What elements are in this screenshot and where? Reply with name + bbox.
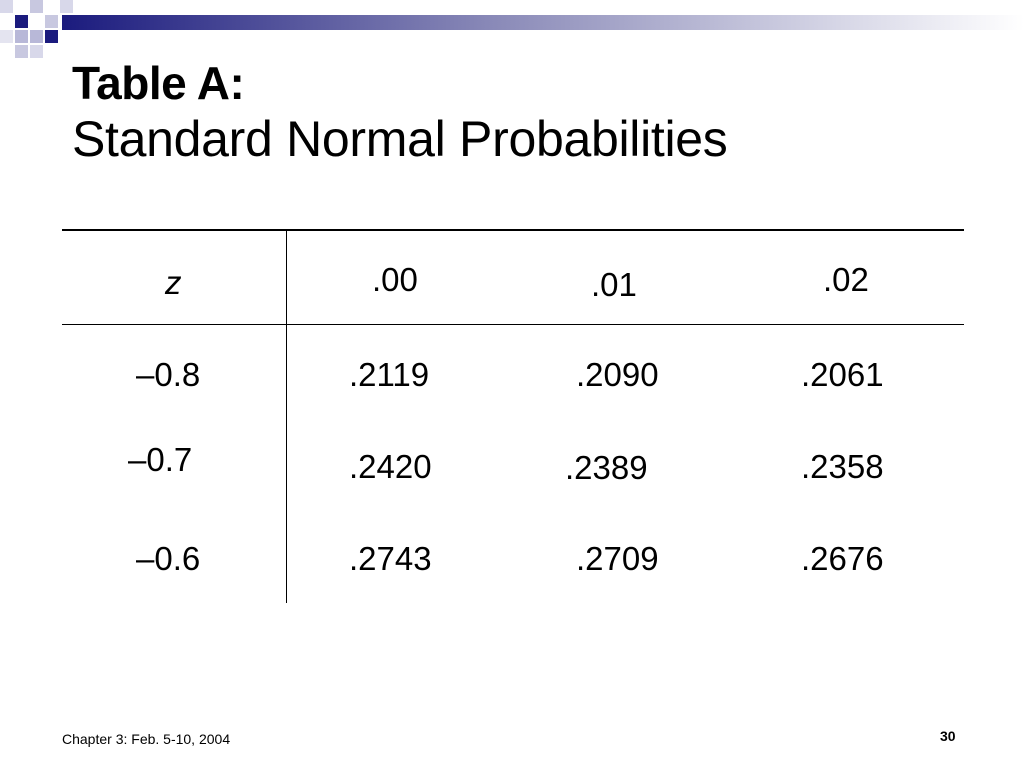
table-row-z: –0.7 xyxy=(128,441,193,478)
table-row-z: –0.8 xyxy=(136,356,201,393)
table-cell: .2119 xyxy=(349,356,430,393)
table-cell: .2358 xyxy=(801,448,884,485)
footer-page-number: 30 xyxy=(940,728,956,744)
header-decoration xyxy=(0,0,1024,58)
table-cell: .2420 xyxy=(349,448,432,485)
footer-chapter-text: Chapter 3: Feb. 5-10, 2004 xyxy=(62,731,231,747)
table-column-divider xyxy=(286,229,287,603)
slide-title: Table A: Standard Normal Probabilities xyxy=(72,60,728,164)
table-header-z: z xyxy=(165,264,182,301)
table-cell: .2389 xyxy=(565,449,648,486)
table-cell: .2709 xyxy=(576,540,659,577)
table-top-rule xyxy=(62,229,964,231)
slide-title-sub: Standard Normal Probabilities xyxy=(72,111,728,167)
table-cell: .2090 xyxy=(576,356,659,393)
table-header-col-00: .00 xyxy=(372,261,418,298)
table-header-rule xyxy=(62,324,964,325)
table-cell: .2743 xyxy=(349,540,432,577)
table-cell: .2676 xyxy=(801,540,884,577)
table-header-col-02: .02 xyxy=(823,261,869,298)
table-row-z: –0.6 xyxy=(136,540,201,577)
table-header-col-01: .01 xyxy=(591,266,637,303)
slide-title-main: Table A: xyxy=(72,57,245,109)
table-cell: .2061 xyxy=(801,356,884,393)
checker-squares xyxy=(0,0,73,58)
